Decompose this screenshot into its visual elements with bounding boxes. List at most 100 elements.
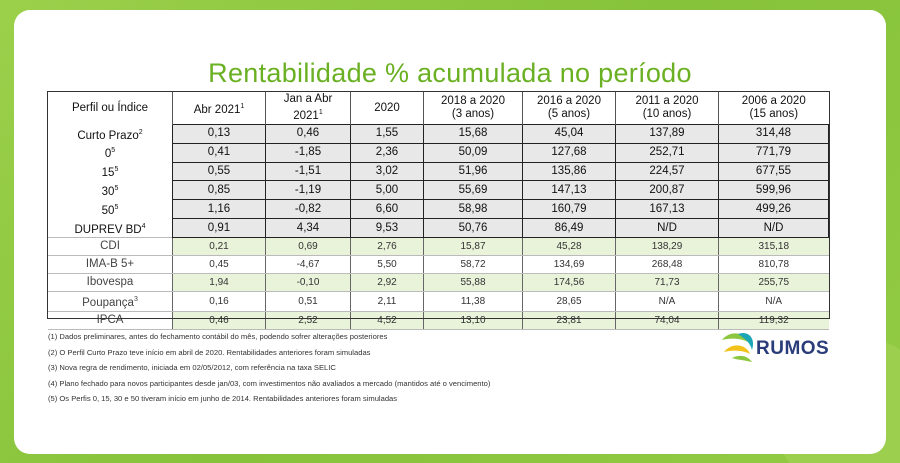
table-cell: 499,26	[718, 199, 829, 220]
index-row: IMA-B 5+ 0,45 -4,67 5,50 58,72 134,69 268,48 81…	[48, 255, 829, 275]
row-label: IPCA	[48, 311, 173, 331]
table-cell: 5,00	[350, 180, 424, 201]
row-label: 155	[101, 166, 119, 179]
table-cell: 252,71	[615, 142, 719, 163]
table-cell: 0,41	[172, 142, 266, 163]
footnotes: (1) Dados preliminares, antes do fechame…	[48, 329, 490, 407]
profile-row: 505 1,16 -0,82 6,60 58,98 160,79 167,13 499,26	[48, 199, 829, 220]
footnote: (3) Nova regra de rendimento, iniciada e…	[48, 363, 336, 372]
index-row: Poupança3 0,16 0,51 2,11 11,38 28,65 N/A N/A	[48, 291, 829, 313]
table-cell: 0,55	[172, 161, 266, 182]
table-cell: 138,29	[615, 237, 719, 257]
table-cell: 28,65	[522, 291, 616, 313]
table-cell: 58,72	[423, 255, 523, 275]
table-cell: 599,96	[718, 180, 829, 201]
table-cell: 127,68	[522, 142, 616, 163]
table-cell: 1,55	[350, 124, 424, 144]
row-label: Poupança3	[48, 291, 173, 313]
table-cell: 13,10	[423, 311, 523, 331]
profile-row: DUPREV BD4 0,91 4,34 9,53 50,76 86,49 N/D N/D	[48, 218, 829, 239]
table-cell: 314,48	[718, 124, 829, 144]
table-cell: 2,52	[265, 311, 351, 331]
table-cell: -0,10	[265, 273, 351, 293]
header-15-anos: 2006 a 2020 (15 anos)	[718, 92, 829, 125]
table-cell: 315,18	[718, 237, 829, 257]
table-cell: 1,16	[172, 199, 266, 220]
table-cell: 160,79	[522, 199, 616, 220]
table-cell: 6,60	[350, 199, 424, 220]
table-cell: 23,81	[522, 311, 616, 331]
table-cell: 55,88	[423, 273, 523, 293]
footnote: (4) Plano fechado para novos participant…	[48, 378, 491, 388]
header-2020: 2020	[350, 92, 424, 125]
rumos-logo-icon	[722, 332, 754, 362]
table-cell: N/D	[718, 218, 829, 239]
header-5-anos: 2016 a 2020 (5 anos)	[522, 92, 616, 125]
table-cell: 1,94	[172, 273, 266, 293]
table-cell: 71,73	[615, 273, 719, 293]
index-row: Ibovespa 1,94 -0,10 2,92 55,88 174,56 71,73 255…	[48, 273, 829, 293]
table-cell: 167,13	[615, 199, 719, 220]
profile-row: 305 0,85 -1,19 5,00 55,69 147,13 200,87 599,96	[48, 180, 829, 201]
row-label: 05	[104, 147, 116, 161]
returns-table: Perfil ou Índice Abr 20211 Jan a Abr 202…	[48, 92, 829, 331]
table-cell: 255,75	[718, 273, 829, 293]
table-cell: 0,69	[265, 237, 351, 257]
table-cell: 0,91	[172, 218, 266, 239]
table-cell: 0,85	[172, 180, 266, 201]
table-cell: 771,79	[718, 142, 829, 163]
table-cell: 51,96	[423, 161, 523, 182]
index-row: IPCA 0,46 2,52 4,52 13,10 23,81 74,04 119,32	[48, 311, 829, 331]
index-row: CDI 0,21 0,69 2,76 15,87 45,28 138,29 315,18	[48, 237, 829, 257]
table-cell: 224,57	[615, 161, 719, 182]
table-cell: -1,51	[265, 161, 351, 182]
footnote: (5) Os Perfis 0, 15, 30 e 50 tiveram iní…	[48, 394, 398, 403]
row-label: Ibovespa	[48, 273, 173, 293]
page-title: Rentabilidade % acumulada no período	[208, 58, 692, 88]
table-cell: 119,32	[718, 311, 829, 331]
table-cell: 677,55	[718, 161, 829, 182]
table-cell: 0,21	[172, 237, 266, 257]
row-label: 305	[101, 184, 119, 198]
table-cell: -1,85	[265, 142, 351, 163]
header-jan-abr-2021: Jan a Abr 20211	[265, 92, 351, 125]
table-cell: 0,13	[172, 124, 266, 144]
row-label: IMA-B 5+	[48, 255, 173, 275]
table-cell: 2,92	[350, 273, 424, 293]
header-3-anos: 2018 a 2020 (3 anos)	[423, 92, 523, 125]
table-cell: 50,09	[423, 142, 523, 163]
table-cell: 9,53	[350, 218, 424, 239]
table-cell: 11,38	[423, 291, 523, 313]
table-cell: 15,87	[423, 237, 523, 257]
header-10-anos: 2011 a 2020 (10 anos)	[615, 92, 719, 125]
table-cell: 3,02	[350, 161, 424, 182]
row-label: DUPREV BD4	[74, 222, 146, 236]
table-cell: 268,48	[615, 255, 719, 275]
table-cell: 174,56	[522, 273, 616, 293]
table-cell: N/A	[718, 291, 829, 313]
table-cell: 0,45	[172, 255, 266, 275]
table-cell: 50,76	[423, 218, 523, 239]
table-cell: 810,78	[718, 255, 829, 275]
table-cell: -0,82	[265, 199, 351, 220]
table-cell: 137,89	[615, 124, 719, 144]
table-cell: 74,04	[615, 311, 719, 331]
row-label: Curto Prazo2	[77, 128, 143, 142]
table-cell: 58,98	[423, 199, 523, 220]
table-cell: 2,11	[350, 291, 424, 313]
footnote: (1) Dados preliminares, antes do fechame…	[48, 332, 388, 341]
table-cell: 2,36	[350, 142, 424, 163]
table-cell: 0,46	[265, 124, 351, 144]
table-cell: 134,69	[522, 255, 616, 275]
footnote: (2) O Perfil Curto Prazo teve início em …	[48, 347, 371, 357]
profile-row: 155 0,55 -1,51 3,02 51,96 135,86 224,57 677,55	[48, 161, 829, 182]
table-cell: 5,50	[350, 255, 424, 275]
header-abr-2021: Abr 20211	[172, 92, 266, 125]
table-cell: 15,68	[423, 124, 523, 144]
table-cell: -4,67	[265, 255, 351, 275]
table-cell: 45,28	[522, 237, 616, 257]
table-cell: -1,19	[265, 180, 351, 201]
row-label: 505	[101, 203, 119, 217]
table-cell: 135,86	[522, 161, 616, 182]
header-profile: Perfil ou Índice	[71, 101, 149, 114]
